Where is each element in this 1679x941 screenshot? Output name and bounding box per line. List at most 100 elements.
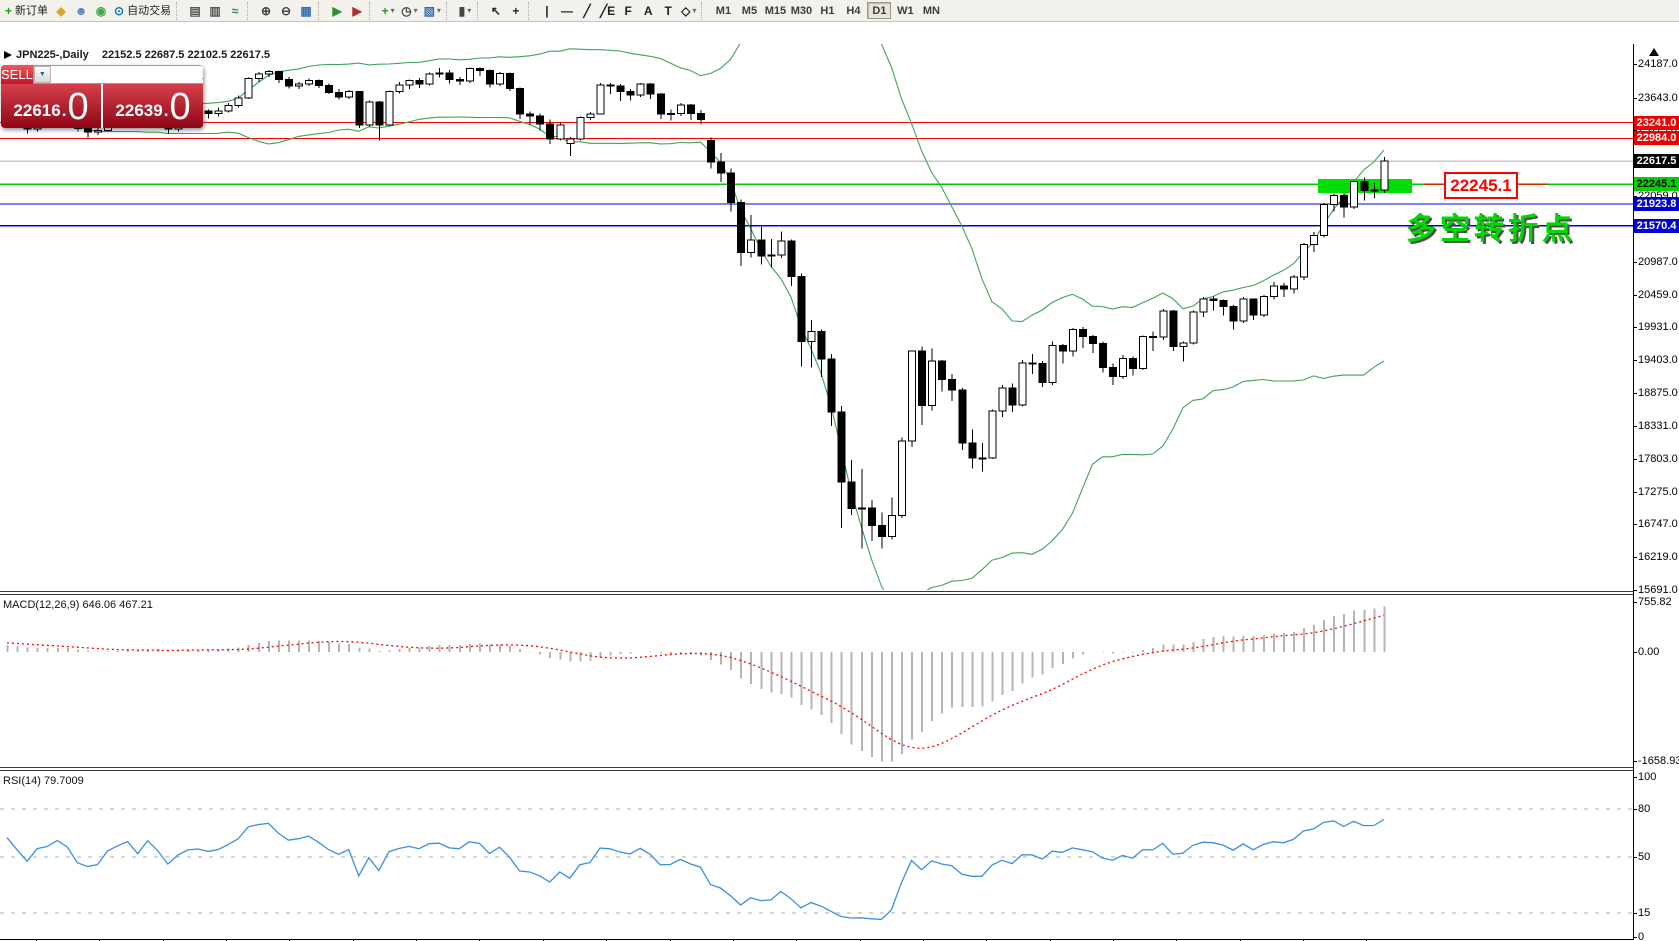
chart-marker-icon [4, 51, 12, 59]
periods-button[interactable]: ◷ ▾ [401, 3, 418, 18]
objects-window-icon[interactable]: ▥ [209, 3, 221, 18]
arrows-button-dropdown-icon[interactable]: ▾ [692, 5, 697, 15]
crosshair-button[interactable]: + [512, 3, 520, 18]
price-tick-19931: 19931.0 [1638, 321, 1678, 334]
chart-type-button[interactable]: ▮ ▾ [458, 3, 472, 18]
templates-button[interactable]: ▧ ▾ [423, 3, 441, 18]
candle-body [1219, 299, 1228, 308]
trendline-button[interactable]: ╱ [583, 3, 591, 18]
macd-panel-separator[interactable] [0, 591, 1633, 595]
price-tick-17275-tick [1633, 491, 1637, 493]
main-chart-canvas[interactable] [0, 44, 1633, 590]
candle-body [646, 83, 655, 95]
candle-body [325, 85, 334, 93]
compass-icon[interactable]: ◆ [56, 3, 66, 18]
fibonacci-button[interactable]: F [624, 3, 632, 18]
buy-price[interactable]: 22639 . 0 [103, 84, 203, 128]
tf-h1-button[interactable]: H1 [820, 4, 835, 17]
signal-icon[interactable]: ◉ [95, 3, 107, 18]
rsi-label: RSI(14) 79.7009 [3, 775, 84, 787]
zoom-out-button[interactable]: ⊖ [281, 3, 292, 18]
tile-windows-icon[interactable]: ▦ [300, 3, 312, 18]
macd-tick-0.00: 0.00 [1638, 646, 1660, 658]
add-indicator-button[interactable]: + ▾ [381, 3, 395, 18]
periods-button-dropdown-icon[interactable]: ▾ [413, 5, 418, 15]
candle-body [1360, 180, 1369, 191]
candle-body [465, 67, 474, 82]
rsi-canvas[interactable] [0, 772, 1633, 939]
equidistant-channel-button[interactable]: ╱E [599, 3, 616, 18]
tf-m1-button[interactable]: M1 [715, 4, 732, 17]
candle-body [1028, 362, 1037, 365]
candle-body [1330, 194, 1339, 206]
candle-body [435, 72, 444, 75]
price-tick-16219: 16219.0 [1638, 551, 1678, 563]
candle-body [425, 73, 434, 85]
candle-body [455, 79, 464, 82]
templates-button-dropdown-icon[interactable]: ▾ [436, 5, 441, 15]
candle-body [1380, 160, 1389, 191]
candle-body [1119, 357, 1128, 377]
tf-w1-button[interactable]: W1 [897, 4, 914, 17]
chart-title-symbol: JPN225-,Daily [16, 49, 89, 61]
candle-body [636, 83, 645, 96]
price-callout-label[interactable]: 22245.1 [1444, 172, 1518, 199]
toolbar-separator [176, 1, 183, 20]
price-tick-23643: 23643.0 [1638, 91, 1678, 104]
horizontal-line-button[interactable]: — [560, 3, 573, 18]
price-tick-20987: 20987.0 [1638, 255, 1678, 268]
add-indicator-button-dropdown-icon[interactable]: ▾ [390, 5, 395, 15]
rsi-panel-separator[interactable] [0, 767, 1633, 771]
arrows-button[interactable]: ◇ ▾ [681, 3, 697, 18]
buy-price-main: 22639 [115, 101, 163, 120]
profile-icon[interactable]: ☻ [74, 3, 88, 18]
macd-tick-0.00-tick [1633, 652, 1637, 653]
price-badge-21923.8: 21923.8 [1634, 197, 1679, 212]
new-order-button[interactable]: + 新订单 [5, 3, 49, 18]
candle-body [626, 91, 635, 96]
candle-body [264, 70, 273, 75]
tf-m15-button[interactable]: M15 [764, 4, 787, 17]
tf-m30-button[interactable]: M30 [790, 4, 813, 17]
candle-body [817, 330, 826, 360]
auto-scroll-button[interactable]: ▶ [332, 3, 342, 18]
chart-region[interactable]: JPN225-,Daily 22152.5 22687.5 22102.5 22… [0, 22, 1679, 941]
tf-mn-button[interactable]: MN [922, 4, 940, 17]
candle-body [1370, 189, 1379, 192]
volume-decrease-button[interactable]: ▼ [33, 66, 51, 83]
cursor-button[interactable]: ↖ [490, 3, 501, 18]
curve-icon[interactable]: ≈ [231, 3, 239, 18]
zoom-in-button[interactable]: ⊕ [261, 3, 272, 18]
chart-type-button-dropdown-icon[interactable]: ▾ [467, 5, 472, 15]
candle-body [365, 101, 374, 126]
price-tick-15691-tick [1633, 589, 1637, 591]
rsi-tick-0-tick [1633, 937, 1637, 938]
tf-h4-button[interactable]: H4 [846, 4, 861, 17]
price-tick-20459: 20459.0 [1638, 288, 1678, 301]
volume-input[interactable] [50, 66, 203, 83]
macd-canvas[interactable] [0, 595, 1633, 767]
candle-body [1289, 276, 1298, 290]
candle-body [616, 85, 625, 93]
toolbar: + 新订单 ◆ ☻ ◉ ⊙ 自动交易 ▤ ▥ ≈ ⊕ ⊖ ▦ ▶ ▶ + ▾ ◷ ▾ ▧ ▾ ▮ ▾ ↖ + | — ╱ ╱E F A T ◇ ▾… [0, 0, 1679, 22]
chart-shift-marker[interactable] [1649, 48, 1659, 56]
text-button[interactable]: A [643, 3, 653, 18]
sell-price[interactable]: 22616 . 0 [1, 84, 103, 128]
tf-d1-button[interactable]: D1 [867, 2, 892, 19]
turning-point-note[interactable]: 多空转折点 [1406, 212, 1576, 247]
candle-body [1310, 234, 1318, 245]
price-tick-17803: 17803.0 [1638, 453, 1678, 465]
indicators-window-icon[interactable]: ▤ [189, 3, 201, 18]
chart-shift-button[interactable]: ▶ [352, 3, 362, 18]
sell-button[interactable]: SELL [1, 65, 33, 84]
candle-body [887, 515, 896, 537]
buy-price-decimal: 0 [169, 86, 191, 128]
rsi-tick-50-tick [1633, 857, 1637, 858]
text-label-button[interactable]: T [664, 3, 672, 18]
candle-body [1088, 335, 1097, 345]
tf-m5-button[interactable]: M5 [741, 4, 758, 17]
auto-trading-button[interactable]: ⊙ 自动交易 [114, 3, 172, 18]
candle-body [506, 73, 514, 89]
vertical-line-button[interactable]: | [545, 3, 549, 18]
